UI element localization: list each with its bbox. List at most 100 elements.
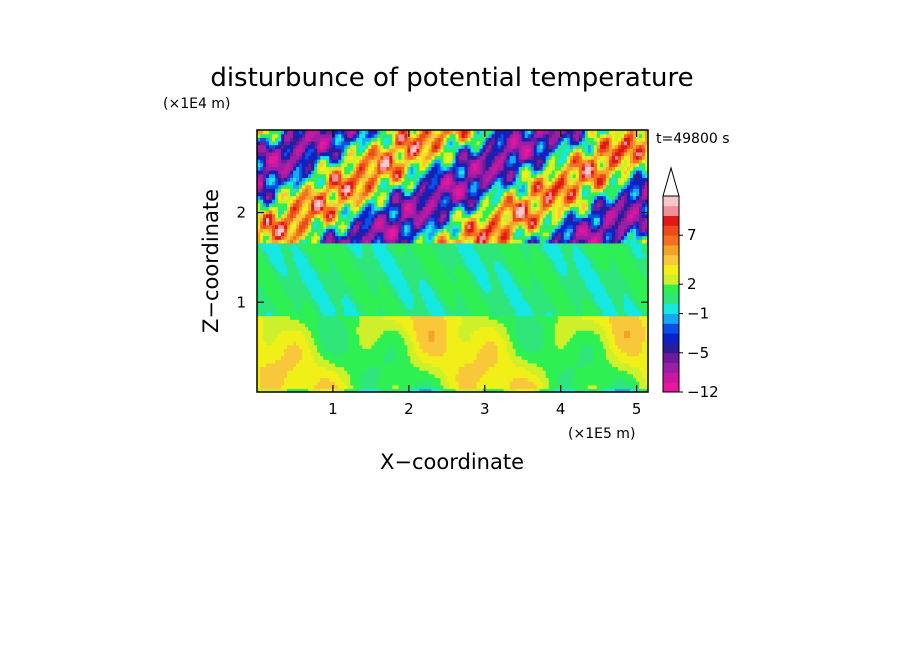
contour-cell (275, 311, 279, 317)
contour-cell (428, 366, 433, 371)
contour-cell (422, 355, 427, 360)
contour-cell (632, 359, 637, 364)
contour-cell (341, 388, 345, 392)
contour-cell (557, 348, 562, 353)
contour-cell (317, 348, 321, 353)
contour-cell (311, 373, 315, 379)
contour-cell (644, 344, 648, 349)
contour-cell (410, 348, 414, 353)
contour-cell (356, 322, 360, 328)
contour-cell (620, 362, 625, 368)
contour-cell (314, 337, 318, 342)
contour-cell (308, 373, 312, 379)
contour-cell (599, 326, 604, 331)
contour-cell (308, 384, 312, 389)
contour-cell (410, 370, 414, 375)
contour-cell (410, 344, 414, 349)
contour-cell (419, 322, 424, 328)
contour-cell (623, 377, 628, 382)
contour-cell (449, 355, 454, 360)
contour-cell (293, 326, 297, 331)
contour-cell (545, 359, 550, 364)
contour-cell (362, 330, 366, 335)
contour-cell (548, 344, 553, 349)
contour-cell (338, 315, 342, 320)
contour-cell (512, 326, 517, 331)
contour-cell (479, 319, 484, 324)
contour-cell (611, 319, 616, 324)
contour-cell (359, 373, 363, 379)
contour-cell (617, 322, 622, 328)
contour-cell (278, 355, 282, 360)
contour-cell (632, 344, 637, 349)
contour-cell (641, 322, 646, 328)
contour-cell (467, 388, 472, 392)
contour-cell (392, 362, 396, 368)
contour-cell (500, 341, 505, 346)
contour-cell (419, 341, 424, 346)
contour-cell (545, 337, 550, 342)
contour-cell (491, 348, 496, 353)
contour-cell (335, 381, 339, 386)
contour-cell (407, 319, 411, 324)
contour-cell (326, 315, 330, 320)
contour-cell (425, 373, 430, 379)
contour-cell (362, 319, 366, 324)
contour-cell (332, 326, 336, 331)
contour-cell (617, 341, 622, 346)
contour-cell (437, 373, 442, 379)
contour-cell (518, 341, 523, 346)
contour-cell (569, 370, 574, 375)
contour-cell (311, 344, 315, 349)
contour-cell (425, 377, 430, 382)
contour-cell (257, 333, 261, 339)
contour-cell (260, 373, 264, 379)
contour-cell (599, 381, 604, 386)
contour-cell (407, 326, 411, 331)
contour-cell (386, 351, 390, 357)
contour-cell (395, 319, 399, 324)
contour-cell (407, 351, 411, 357)
contour-cell (467, 319, 472, 324)
contour-cell (617, 337, 622, 342)
contour-cell (626, 326, 631, 331)
contour-cell (356, 319, 360, 324)
contour-cell (551, 384, 556, 389)
contour-cell (257, 355, 261, 360)
contour-cell (419, 359, 424, 364)
contour-cell (485, 341, 490, 346)
contour-cell (434, 381, 439, 386)
contour-cell (284, 388, 288, 392)
contour-cell (359, 384, 363, 389)
contour-cell (302, 384, 306, 389)
contour-cell (344, 341, 348, 346)
contour-cell (536, 330, 541, 335)
contour-cell (446, 319, 451, 324)
contour-cell (587, 359, 592, 364)
contour-cell (551, 333, 556, 339)
contour-cell (272, 355, 276, 360)
contour-cell (635, 341, 640, 346)
contour-cell (272, 341, 276, 346)
contour-cell (482, 355, 487, 360)
contour-cell (578, 344, 583, 349)
contour-cell (266, 355, 270, 360)
contour-cell (506, 359, 511, 364)
contour-cell (503, 362, 508, 368)
contour-cell (341, 362, 345, 368)
contour-cell (440, 366, 445, 371)
contour-cell (515, 370, 520, 375)
contour-cell (524, 348, 529, 353)
contour-cell (347, 311, 351, 317)
contour-cell (389, 381, 393, 386)
contour-cell (542, 333, 547, 339)
contour-cell (521, 341, 526, 346)
contour-cell (314, 355, 318, 360)
contour-cell (395, 362, 399, 368)
contour-cell (560, 319, 565, 324)
contour-cell (644, 370, 648, 375)
contour-cell (299, 373, 303, 379)
contour-cell (533, 322, 538, 328)
contour-cell (401, 351, 405, 357)
contour-cell (500, 344, 505, 349)
